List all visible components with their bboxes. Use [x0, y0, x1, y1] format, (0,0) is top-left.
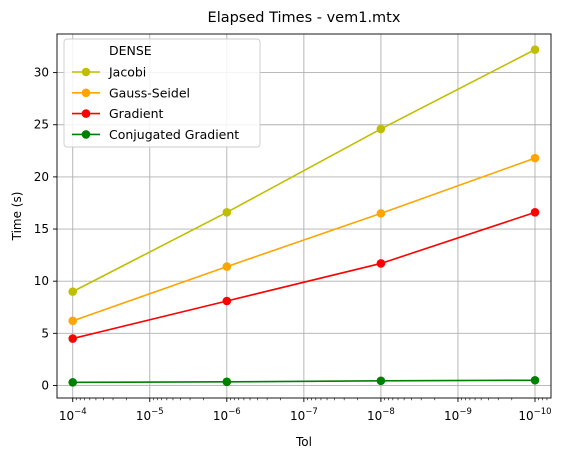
y-tick-label: 30 — [34, 66, 49, 80]
data-point — [68, 316, 78, 326]
data-point — [530, 153, 540, 163]
data-point — [376, 124, 386, 134]
x-tick-label: 10−4 — [59, 407, 87, 423]
data-point — [222, 208, 232, 217]
y-tick-label: 20 — [34, 170, 49, 184]
x-tick-label: 10−10 — [518, 407, 551, 423]
legend-title: DENSE — [109, 43, 152, 58]
data-point — [68, 287, 78, 296]
x-tick-label: 10−9 — [444, 407, 472, 423]
legend-label: Jacobi — [108, 65, 146, 80]
legend-marker — [81, 130, 91, 139]
data-point — [222, 262, 232, 271]
plot-frame — [56, 33, 552, 399]
legend-label: Gradient — [109, 106, 164, 121]
legend-box — [63, 38, 261, 148]
x-tick-label: 10−8 — [367, 407, 395, 423]
x-axis-label: Tol — [295, 435, 312, 449]
y-tick-label: 0 — [41, 378, 49, 392]
y-tick-label: 5 — [41, 326, 49, 340]
data-point — [68, 378, 78, 387]
legend-marker — [81, 67, 91, 77]
legend-label: Conjugated Gradient — [109, 127, 239, 142]
x-tick-label: 10−7 — [290, 407, 318, 423]
legend-entries: Jacobi Gauss-Seidel Gradient Conjugated Gra… — [72, 65, 239, 142]
series-line — [72, 211, 536, 340]
data-point — [530, 375, 540, 385]
data-point — [376, 376, 386, 386]
legend-marker — [81, 88, 91, 98]
series-line — [72, 157, 536, 322]
x-tick-label: 10−6 — [213, 407, 241, 423]
chart-title: Elapsed Times - vem1.mtx — [208, 10, 401, 26]
data-point — [68, 334, 78, 343]
y-tick-label: 15 — [34, 222, 49, 236]
y-tick-label: 10 — [34, 274, 49, 288]
data-point — [222, 377, 232, 387]
x-tick-label: 10−5 — [136, 407, 164, 423]
series-layer — [68, 45, 540, 387]
series-line — [72, 379, 536, 384]
data-point — [376, 209, 386, 218]
data-point — [376, 259, 386, 268]
series-line — [72, 48, 536, 293]
data-point — [530, 45, 540, 54]
legend: DENSE Jacobi Gauss-Seidel Gradient Conjugat… — [63, 38, 261, 148]
legend-marker — [81, 109, 91, 118]
data-point — [530, 208, 540, 217]
data-point — [222, 296, 232, 306]
y-tick-label: 25 — [34, 118, 49, 132]
tick-layer: 10−4 10−5 10−6 10−7 10−8 10−9 10−10 0 5 10 15 20 25 3… — [34, 66, 552, 423]
legend-label: Gauss-Seidel — [109, 85, 190, 100]
y-axis-label: Time (s) — [10, 192, 24, 242]
